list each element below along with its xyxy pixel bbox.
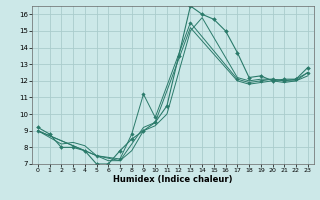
X-axis label: Humidex (Indice chaleur): Humidex (Indice chaleur) bbox=[113, 175, 233, 184]
